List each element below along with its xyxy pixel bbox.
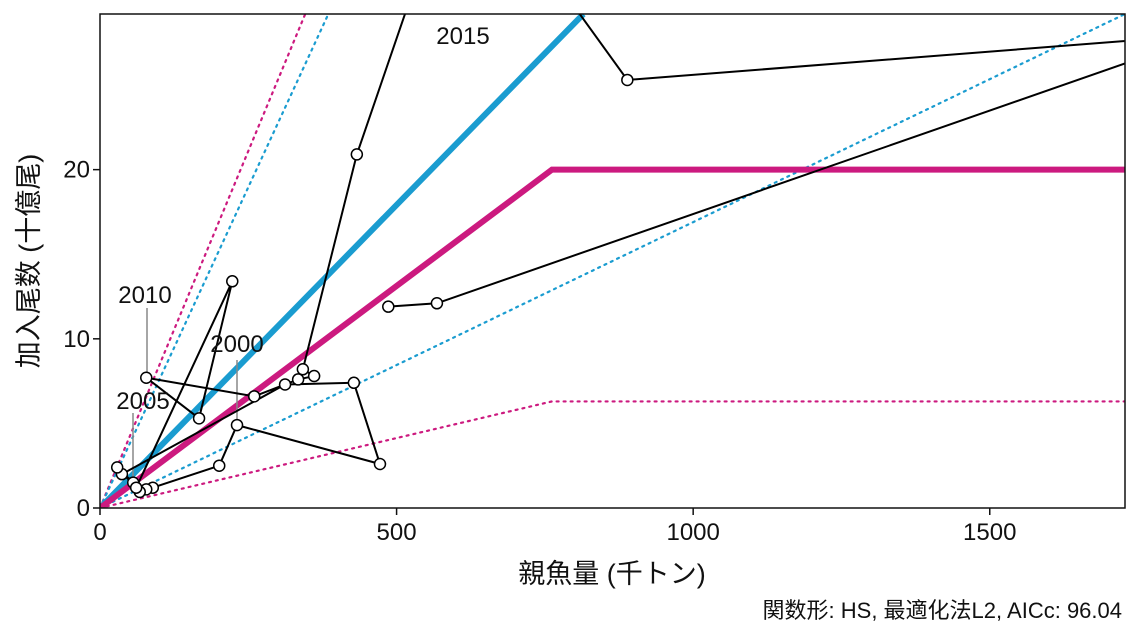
observed-point: [129, 481, 143, 494]
observed-point: [110, 461, 124, 474]
x-tick-label: 1500: [963, 519, 1016, 546]
observed-point: [212, 459, 226, 472]
observed-line: [116, 14, 1125, 493]
observed-point: [296, 363, 310, 376]
plot-frame: [99, 13, 1126, 509]
model-line: [100, 14, 307, 508]
observed-point: [430, 297, 444, 310]
observed-point: [307, 369, 321, 383]
observed-point: [350, 148, 364, 161]
observed-point: [230, 418, 244, 432]
observed-point: [291, 373, 305, 386]
x-axis-label: 親魚量 (千トン): [518, 559, 705, 589]
observed-point: [140, 371, 153, 384]
x-tick-label: 500: [377, 519, 417, 546]
model-line: [100, 400, 1125, 508]
y-axis-label: 加入尾数 (十億尾): [14, 154, 44, 368]
observed-point: [247, 390, 261, 403]
model-line: [100, 14, 1125, 508]
y-tick-label: 0: [77, 495, 90, 522]
model-line: [100, 14, 330, 508]
annotation: 2015: [436, 23, 489, 50]
observed-point: [621, 73, 634, 87]
y-tick-label: 10: [63, 326, 90, 353]
annotation: 2005: [116, 388, 169, 415]
x-tick-label: 1000: [666, 519, 719, 546]
observed-point: [192, 412, 206, 425]
observed-point: [278, 378, 292, 391]
observed-point: [382, 300, 395, 313]
annotation: 2010: [118, 282, 171, 309]
annotation: 2000: [210, 331, 263, 358]
observed-point: [373, 457, 387, 471]
observed-point: [226, 275, 239, 288]
caption: 関数形: HS, 最適化法L2, AICc: 96.04: [763, 598, 1122, 623]
y-tick-label: 20: [63, 157, 90, 184]
x-tick-label: 0: [93, 519, 106, 546]
plot-area: [100, 14, 1125, 508]
observed-point: [347, 376, 361, 390]
model-line: [100, 14, 586, 508]
